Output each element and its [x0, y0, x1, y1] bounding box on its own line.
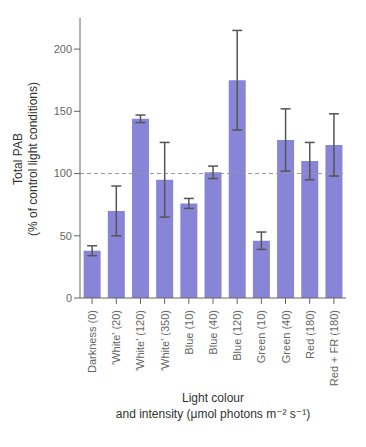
svg-text:Red (180): Red (180) [304, 310, 316, 359]
svg-text:Blue (120): Blue (120) [231, 310, 243, 361]
svg-text:Darkness (0): Darkness (0) [86, 310, 98, 373]
svg-text:150: 150 [54, 105, 72, 117]
svg-text:50: 50 [60, 230, 72, 242]
svg-text:Red + FR (180): Red + FR (180) [328, 310, 340, 386]
svg-text:100: 100 [54, 167, 72, 179]
html-text:Light colour: Light colour [182, 391, 244, 405]
svg-text:200: 200 [54, 43, 72, 55]
svg-text:'White' (20): 'White' (20) [110, 310, 122, 365]
svg-text:0: 0 [66, 292, 72, 304]
svg-text:Green (10): Green (10) [255, 310, 267, 363]
svg-text:Green (40): Green (40) [280, 310, 292, 363]
svg-text:'White' (120): 'White' (120) [134, 310, 146, 371]
html-text:(% of control light conditions: (% of control light conditions) [26, 82, 40, 236]
svg-text:Blue (40): Blue (40) [207, 310, 219, 355]
svg-text:Blue (10): Blue (10) [183, 310, 195, 355]
svg-text:'White' (350): 'White' (350) [159, 310, 171, 371]
html-text:and intensity (μmol photons m⁻: and intensity (μmol photons m⁻² s⁻¹) [115, 407, 311, 421]
html-text:Total PAB: Total PAB [11, 133, 25, 185]
